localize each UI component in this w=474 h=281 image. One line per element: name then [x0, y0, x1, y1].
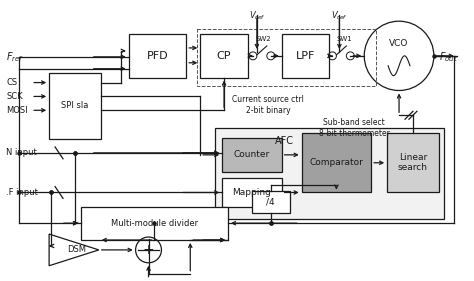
Text: VCO: VCO: [389, 39, 409, 48]
Text: LPF: LPF: [296, 51, 315, 61]
Text: $F_{ref}$: $F_{ref}$: [6, 50, 24, 64]
Bar: [49, 73, 101, 139]
Text: MOSI: MOSI: [6, 106, 28, 115]
Text: SCK: SCK: [6, 92, 23, 101]
Bar: [128, 34, 186, 78]
Text: CP: CP: [217, 51, 231, 61]
Text: $V_{ref}$: $V_{ref}$: [331, 9, 347, 22]
Text: $F_{out}$: $F_{out}$: [439, 50, 458, 64]
Text: DSM: DSM: [67, 245, 86, 254]
Bar: [301, 133, 371, 192]
Text: Counter: Counter: [234, 150, 270, 159]
Text: PFD: PFD: [146, 51, 168, 61]
Polygon shape: [49, 234, 99, 266]
Text: Mapping: Mapping: [232, 188, 271, 197]
Text: SW2: SW2: [255, 36, 271, 42]
Bar: [222, 138, 282, 172]
Bar: [215, 128, 444, 219]
Bar: [200, 34, 248, 78]
Text: SW1: SW1: [337, 36, 352, 42]
Text: /4: /4: [266, 198, 275, 207]
Text: SPI sla: SPI sla: [61, 101, 89, 110]
Text: $V_{ref}$: $V_{ref}$: [248, 9, 265, 22]
Bar: [282, 34, 329, 78]
Bar: [197, 29, 376, 85]
Bar: [252, 191, 290, 213]
Text: Current source ctrl
2-bit binary: Current source ctrl 2-bit binary: [232, 96, 304, 115]
Bar: [222, 178, 282, 207]
Text: Sub-band select
8-bit thermometer: Sub-band select 8-bit thermometer: [319, 118, 390, 138]
Text: Multi-module divider: Multi-module divider: [111, 219, 198, 228]
Text: .F input: .F input: [6, 188, 38, 197]
Text: AFC: AFC: [275, 136, 294, 146]
Bar: [387, 133, 439, 192]
Text: Linear
search: Linear search: [398, 153, 428, 173]
Text: N input: N input: [6, 148, 37, 157]
Text: Comparator: Comparator: [310, 158, 364, 167]
Text: +: +: [143, 243, 155, 257]
Text: CS: CS: [6, 78, 18, 87]
Bar: [81, 207, 228, 240]
